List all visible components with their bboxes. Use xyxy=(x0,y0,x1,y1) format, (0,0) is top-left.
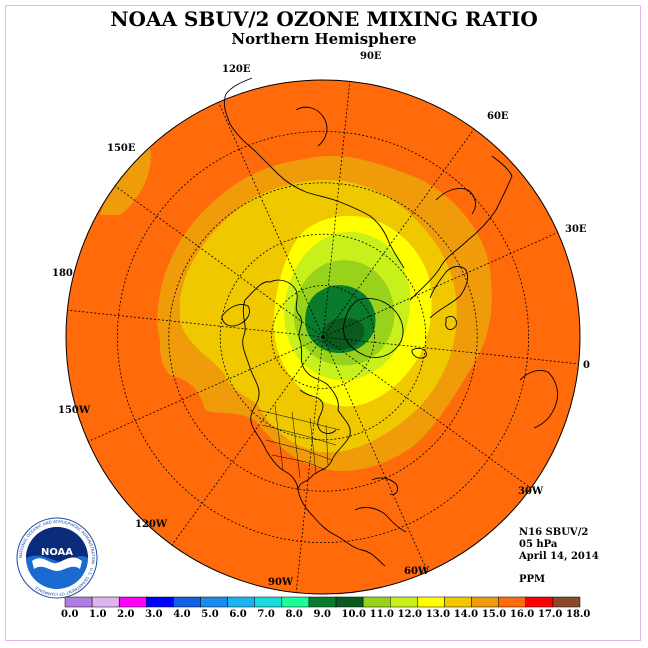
colorbar-tick-label: 10.0 xyxy=(341,609,366,620)
noaa-logo: NOAA NATIONAL OCEANIC AND ATMOSPHERIC AD… xyxy=(16,517,98,599)
lon-label-120e: 120E xyxy=(222,64,251,75)
page-title: NOAA SBUV/2 OZONE MIXING RATIO xyxy=(110,7,538,31)
noaa-logo-text: NOAA xyxy=(41,547,73,558)
lon-label-60e: 60E xyxy=(487,111,509,122)
colorbar-tick-label: 0.0 xyxy=(61,609,79,620)
meridian-line xyxy=(322,232,558,338)
colorbar-tick-label: 3.0 xyxy=(145,609,163,620)
colorbar-tick-label: 17.0 xyxy=(537,609,563,620)
data-info-block: N16 SBUV/2 05 hPa April 14, 2014 PPM xyxy=(519,527,599,586)
page-frame xyxy=(5,5,641,641)
map-boundary xyxy=(65,79,581,595)
colorbar-tick-label: 16.0 xyxy=(509,609,535,620)
ozone-level-9 xyxy=(321,317,365,350)
lon-label-30e: 30E xyxy=(565,224,587,235)
graticule xyxy=(67,81,579,593)
meridian-line xyxy=(322,336,532,489)
latitude-circle xyxy=(116,130,530,544)
colorbar-tick-label: 12.0 xyxy=(397,609,423,620)
colorbar-tick-label: 13.0 xyxy=(425,609,451,620)
lon-label-120w: 120W xyxy=(135,519,168,530)
meridian-line xyxy=(322,81,351,338)
page-subtitle: Northern Hemisphere xyxy=(231,30,417,48)
meridian-line xyxy=(114,185,324,338)
meridian-line xyxy=(218,102,324,338)
lon-label-90w: 90W xyxy=(268,577,294,588)
colorbar-tick-label: 1.0 xyxy=(89,609,107,620)
lon-label-60w: 60W xyxy=(404,566,430,577)
colorbar-tick-label: 6.0 xyxy=(229,609,247,620)
colorbar-tick-label: 15.0 xyxy=(481,609,507,620)
meridian-line xyxy=(322,128,475,338)
state-boundaries xyxy=(257,404,341,479)
latitude-circle xyxy=(271,285,375,389)
meridian-line xyxy=(322,336,428,572)
date-label: April 14, 2014 xyxy=(519,551,599,562)
lon-label-0: 0 xyxy=(583,360,590,371)
units-label: PPM xyxy=(519,574,546,585)
colorbar-tick-label: 8.0 xyxy=(285,609,303,620)
colorbar-tick-label: 4.0 xyxy=(173,609,191,620)
lon-label-180: 180 xyxy=(52,268,73,279)
colorbar-tick-label: 7.0 xyxy=(257,609,275,620)
lon-label-150w: 150W xyxy=(58,405,91,416)
instrument-label: N16 SBUV/2 xyxy=(519,527,589,538)
colorbar-tick-label: 9.0 xyxy=(313,609,331,620)
latitude-circle xyxy=(168,182,478,492)
pressure-level-label: 05 hPa xyxy=(519,539,558,550)
colorbar-tick-label: 18.0 xyxy=(566,609,591,620)
meridian-line xyxy=(67,309,324,338)
meridian-line xyxy=(171,336,324,546)
ozone-level-15-patch xyxy=(100,148,151,215)
colorbar-tick-label: 2.0 xyxy=(117,609,135,620)
colorbar-tick-label: 11.0 xyxy=(369,609,394,620)
latitude-circle xyxy=(219,233,427,441)
colorbar-tick-label: 14.0 xyxy=(453,609,479,620)
meridian-line xyxy=(322,336,579,365)
meridian-line xyxy=(295,336,324,593)
lon-label-150e: 150E xyxy=(107,143,136,154)
meridian-line xyxy=(88,336,324,442)
colorbar-tick-label: 5.0 xyxy=(201,609,219,620)
lon-label-30w: 30W xyxy=(518,486,544,497)
coastlines xyxy=(221,77,559,567)
lon-label-90e: 90E xyxy=(360,51,382,62)
